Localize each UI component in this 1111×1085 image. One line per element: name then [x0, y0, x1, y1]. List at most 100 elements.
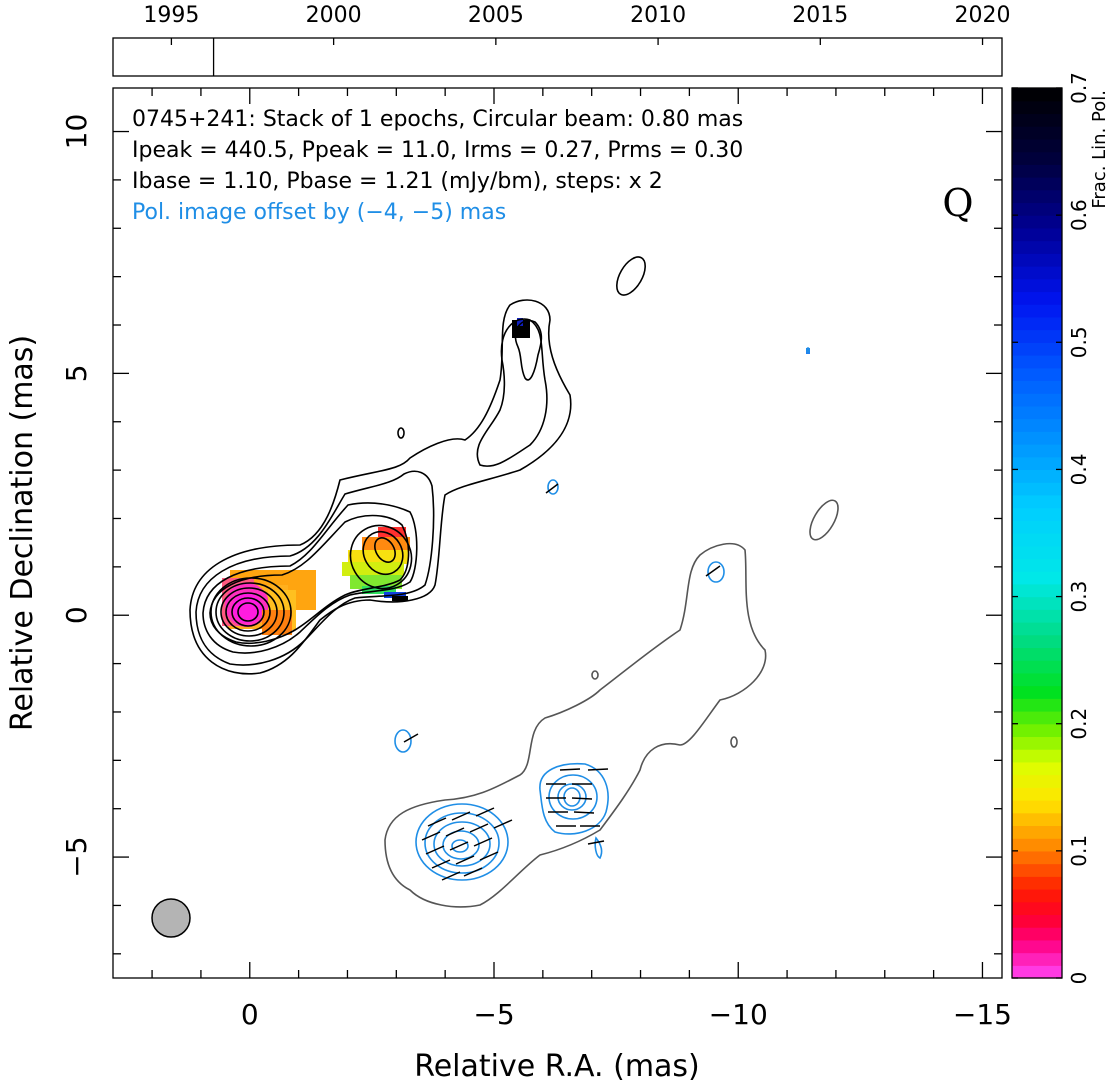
colorbar-step — [1012, 189, 1062, 204]
isolated-contour-north — [616, 256, 646, 296]
colorbar-step — [1012, 609, 1062, 623]
plot-frame — [112, 87, 1003, 979]
colorbar-step — [1012, 126, 1062, 140]
colorbar-step — [1012, 291, 1062, 305]
colorbar-tick-label: 0.7 — [1067, 72, 1091, 104]
y-tick-label: −5 — [60, 836, 93, 877]
x-tick-label: −10 — [709, 998, 768, 1031]
timeline-tick-label: 2000 — [306, 3, 362, 28]
colorbar-step — [1012, 558, 1062, 572]
colorbar-tick-label: 0.2 — [1067, 708, 1091, 740]
colorbar-step — [1012, 278, 1062, 293]
colorbar-step — [1012, 723, 1062, 738]
offset-i-base-contour — [384, 542, 767, 908]
isolated-contour-small — [397, 427, 405, 439]
pol-peak-contour-2 — [563, 787, 581, 807]
colorbar-step — [1012, 901, 1062, 916]
colorbar-step — [1012, 583, 1062, 598]
colorbar-step — [1012, 405, 1062, 420]
timeline-ticks: 1995 2000 2005 2010 2015 2020 — [143, 3, 1011, 45]
x-tick-label: −15 — [953, 998, 1012, 1031]
colorbar-step — [1012, 367, 1062, 382]
x-axis-label: Relative R.A. (mas) — [414, 1049, 700, 1084]
colorbar-step — [1012, 800, 1062, 814]
colorbar-step — [1012, 825, 1062, 839]
info-line-1: 0745+241: Stack of 1 epochs, Circular be… — [132, 107, 743, 132]
colorbar-step — [1012, 266, 1062, 280]
colorbar-step — [1012, 329, 1062, 343]
offset-note: Pol. image offset by (−4, −5) mas — [132, 200, 506, 225]
colorbar-step — [1012, 711, 1062, 725]
colorbar-step — [1012, 113, 1062, 127]
y-tick-label: 0 — [60, 606, 93, 624]
stokes-i-contours — [189, 256, 646, 675]
colorbar-gradient — [1012, 88, 1062, 979]
info-line-2: Ipeak = 440.5, Ppeak = 11.0, Irms = 0.27… — [132, 138, 743, 163]
fractional-polarization-map — [222, 318, 810, 635]
colorbar-step — [1012, 774, 1062, 788]
colorbar-step — [1012, 227, 1062, 242]
colorbar-step — [1012, 215, 1062, 229]
polarized-intensity-contours — [394, 347, 810, 881]
colorbar-frame — [1011, 87, 1063, 979]
colorbar-step — [1012, 202, 1062, 216]
colorbar-step — [1012, 507, 1062, 521]
colorbar-label: Frac. Lin. Pol. — [1089, 90, 1110, 209]
timeline-frame — [112, 37, 1003, 77]
colorbar-step — [1012, 177, 1062, 191]
colorbar-step — [1012, 494, 1062, 509]
jet-knot-outer-contour — [514, 319, 543, 381]
colorbar-step — [1012, 685, 1062, 699]
y-axis-label: Relative Declination (mas) — [5, 335, 40, 731]
colorbar-step — [1012, 164, 1062, 178]
y-tick-label: 5 — [60, 364, 93, 382]
colorbar-step — [1012, 571, 1062, 585]
colorbar-step — [1012, 151, 1062, 165]
colorbar-step — [1012, 812, 1062, 827]
colorbar-step — [1012, 787, 1062, 801]
colorbar-step — [1012, 965, 1062, 979]
info-text: 0745+241: Stack of 1 epochs, Circular be… — [132, 107, 974, 225]
colorbar-step — [1012, 304, 1062, 318]
colorbar-step — [1012, 749, 1062, 763]
colorbar-step — [1012, 927, 1062, 941]
timeline-tick-label: 2015 — [792, 3, 848, 28]
colorbar-tick-label: 0 — [1067, 972, 1091, 985]
offset-i-contours — [384, 499, 839, 908]
core-peak-contour — [237, 602, 259, 622]
axis-ticks — [113, 88, 1002, 978]
colorbar-step — [1012, 88, 1062, 102]
jet-polarization-patch — [342, 527, 410, 594]
colorbar-step — [1012, 660, 1062, 674]
isolated-offset-contour-east — [809, 499, 839, 541]
timeline-tick-label: 2005 — [468, 3, 524, 28]
colorbar-step — [1012, 952, 1062, 966]
timeline-tick-label: 2020 — [955, 3, 1011, 28]
colorbar-step — [1012, 482, 1062, 496]
colorbar-step — [1012, 355, 1062, 369]
colorbar-step — [1012, 469, 1062, 483]
colorbar: 0 0.1 0.2 0.3 0.4 0.5 0.6 0.7 Frac. Lin. Pol. — [1011, 72, 1110, 985]
x-tick-label: 0 — [241, 998, 259, 1031]
colorbar-step — [1012, 876, 1062, 890]
axis-tick-labels: 0 −5 −10 −15 −5 0 5 10 — [60, 114, 1012, 1031]
colorbar-step — [1012, 418, 1062, 432]
colorbar-step — [1012, 138, 1062, 153]
colorbar-tick-label: 0.1 — [1067, 835, 1091, 867]
colorbar-step — [1012, 380, 1062, 394]
colorbar-step — [1012, 533, 1062, 547]
colorbar-step — [1012, 545, 1062, 560]
colorbar-step — [1012, 596, 1062, 610]
colorbar-step — [1012, 393, 1062, 407]
band-label: Q — [942, 181, 973, 225]
colorbar-tick-label: 0.6 — [1067, 199, 1091, 231]
pol-peak-contour-1 — [451, 839, 469, 853]
info-line-3: Ibase = 1.10, Pbase = 1.21 (mJy/bm), ste… — [132, 169, 663, 194]
colorbar-step — [1012, 520, 1062, 534]
colorbar-step — [1012, 647, 1062, 661]
timeline-tick-label: 2010 — [630, 3, 686, 28]
colorbar-step — [1012, 253, 1062, 267]
colorbar-step — [1012, 100, 1062, 115]
colorbar-step — [1012, 456, 1062, 471]
